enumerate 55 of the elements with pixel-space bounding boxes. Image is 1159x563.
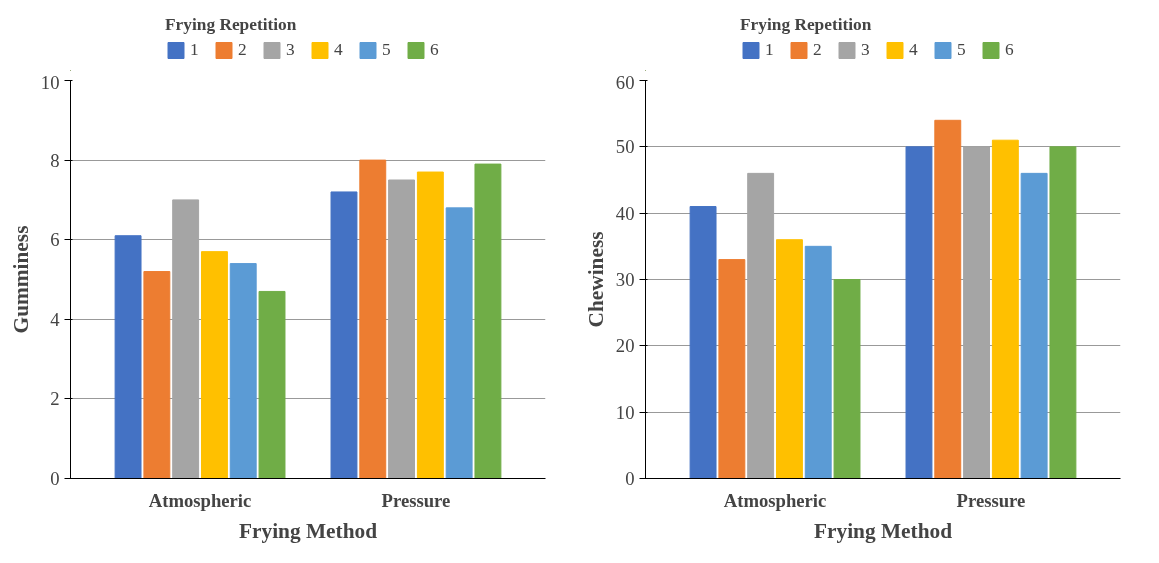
legend-label: 4 — [909, 40, 919, 60]
y-tick-label: 6 — [50, 229, 60, 251]
bar — [1049, 146, 1077, 479]
y-axis-title: Chewiness — [583, 231, 608, 328]
bar — [718, 259, 746, 479]
legend-label: 6 — [1005, 40, 1015, 60]
x-axis-title: Frying Method — [813, 518, 953, 543]
legend-title: Frying Repetition — [165, 15, 298, 35]
bar — [258, 290, 286, 479]
bar — [905, 146, 933, 479]
x-tick-label: Atmospheric — [723, 489, 827, 511]
legend-label: 1 — [765, 40, 775, 60]
bar — [114, 235, 142, 479]
bar — [200, 251, 228, 479]
x-axis-title: Frying Method — [238, 518, 378, 543]
legend-title: Frying Repetition — [740, 15, 873, 35]
x-tick-label: Atmospheric — [148, 489, 252, 511]
bar — [143, 271, 171, 479]
bar — [934, 119, 962, 479]
x-tick-label: Pressure — [381, 489, 451, 511]
bar — [474, 163, 502, 479]
bar — [991, 139, 1019, 479]
y-tick-label: 10 — [615, 401, 635, 423]
y-tick-label: 20 — [615, 335, 635, 357]
bar — [445, 207, 473, 479]
legend-label: 5 — [382, 40, 392, 60]
legend-label: 2 — [813, 40, 823, 60]
legend-label: 3 — [861, 40, 871, 60]
bar — [804, 245, 832, 479]
y-tick-label: 60 — [615, 71, 635, 93]
bar — [775, 239, 803, 479]
bar — [330, 191, 358, 479]
y-tick-label: 8 — [50, 149, 60, 171]
bar — [689, 206, 717, 479]
y-tick-label: 2 — [50, 388, 60, 410]
legend-label: 1 — [190, 40, 200, 60]
legend-label: 6 — [430, 40, 440, 60]
y-axis-title: Gumminess — [8, 225, 33, 334]
legend-label: 2 — [238, 40, 248, 60]
legend-label: 3 — [286, 40, 296, 60]
y-tick-label: 0 — [50, 468, 60, 489]
y-tick-label: 10 — [40, 71, 60, 93]
x-tick-label: Pressure — [956, 489, 1026, 511]
legend-label: 5 — [957, 40, 967, 60]
legend-label: 4 — [334, 40, 344, 60]
bar — [359, 159, 387, 479]
y-tick-label: 4 — [50, 308, 61, 330]
bar — [1020, 172, 1048, 479]
bar — [833, 279, 861, 479]
y-tick-label: 30 — [615, 269, 635, 290]
bar — [229, 263, 257, 479]
y-tick-label: 0 — [625, 468, 635, 489]
y-tick-label: 40 — [615, 202, 635, 224]
bar — [416, 171, 444, 479]
y-tick-label: 50 — [615, 136, 635, 158]
